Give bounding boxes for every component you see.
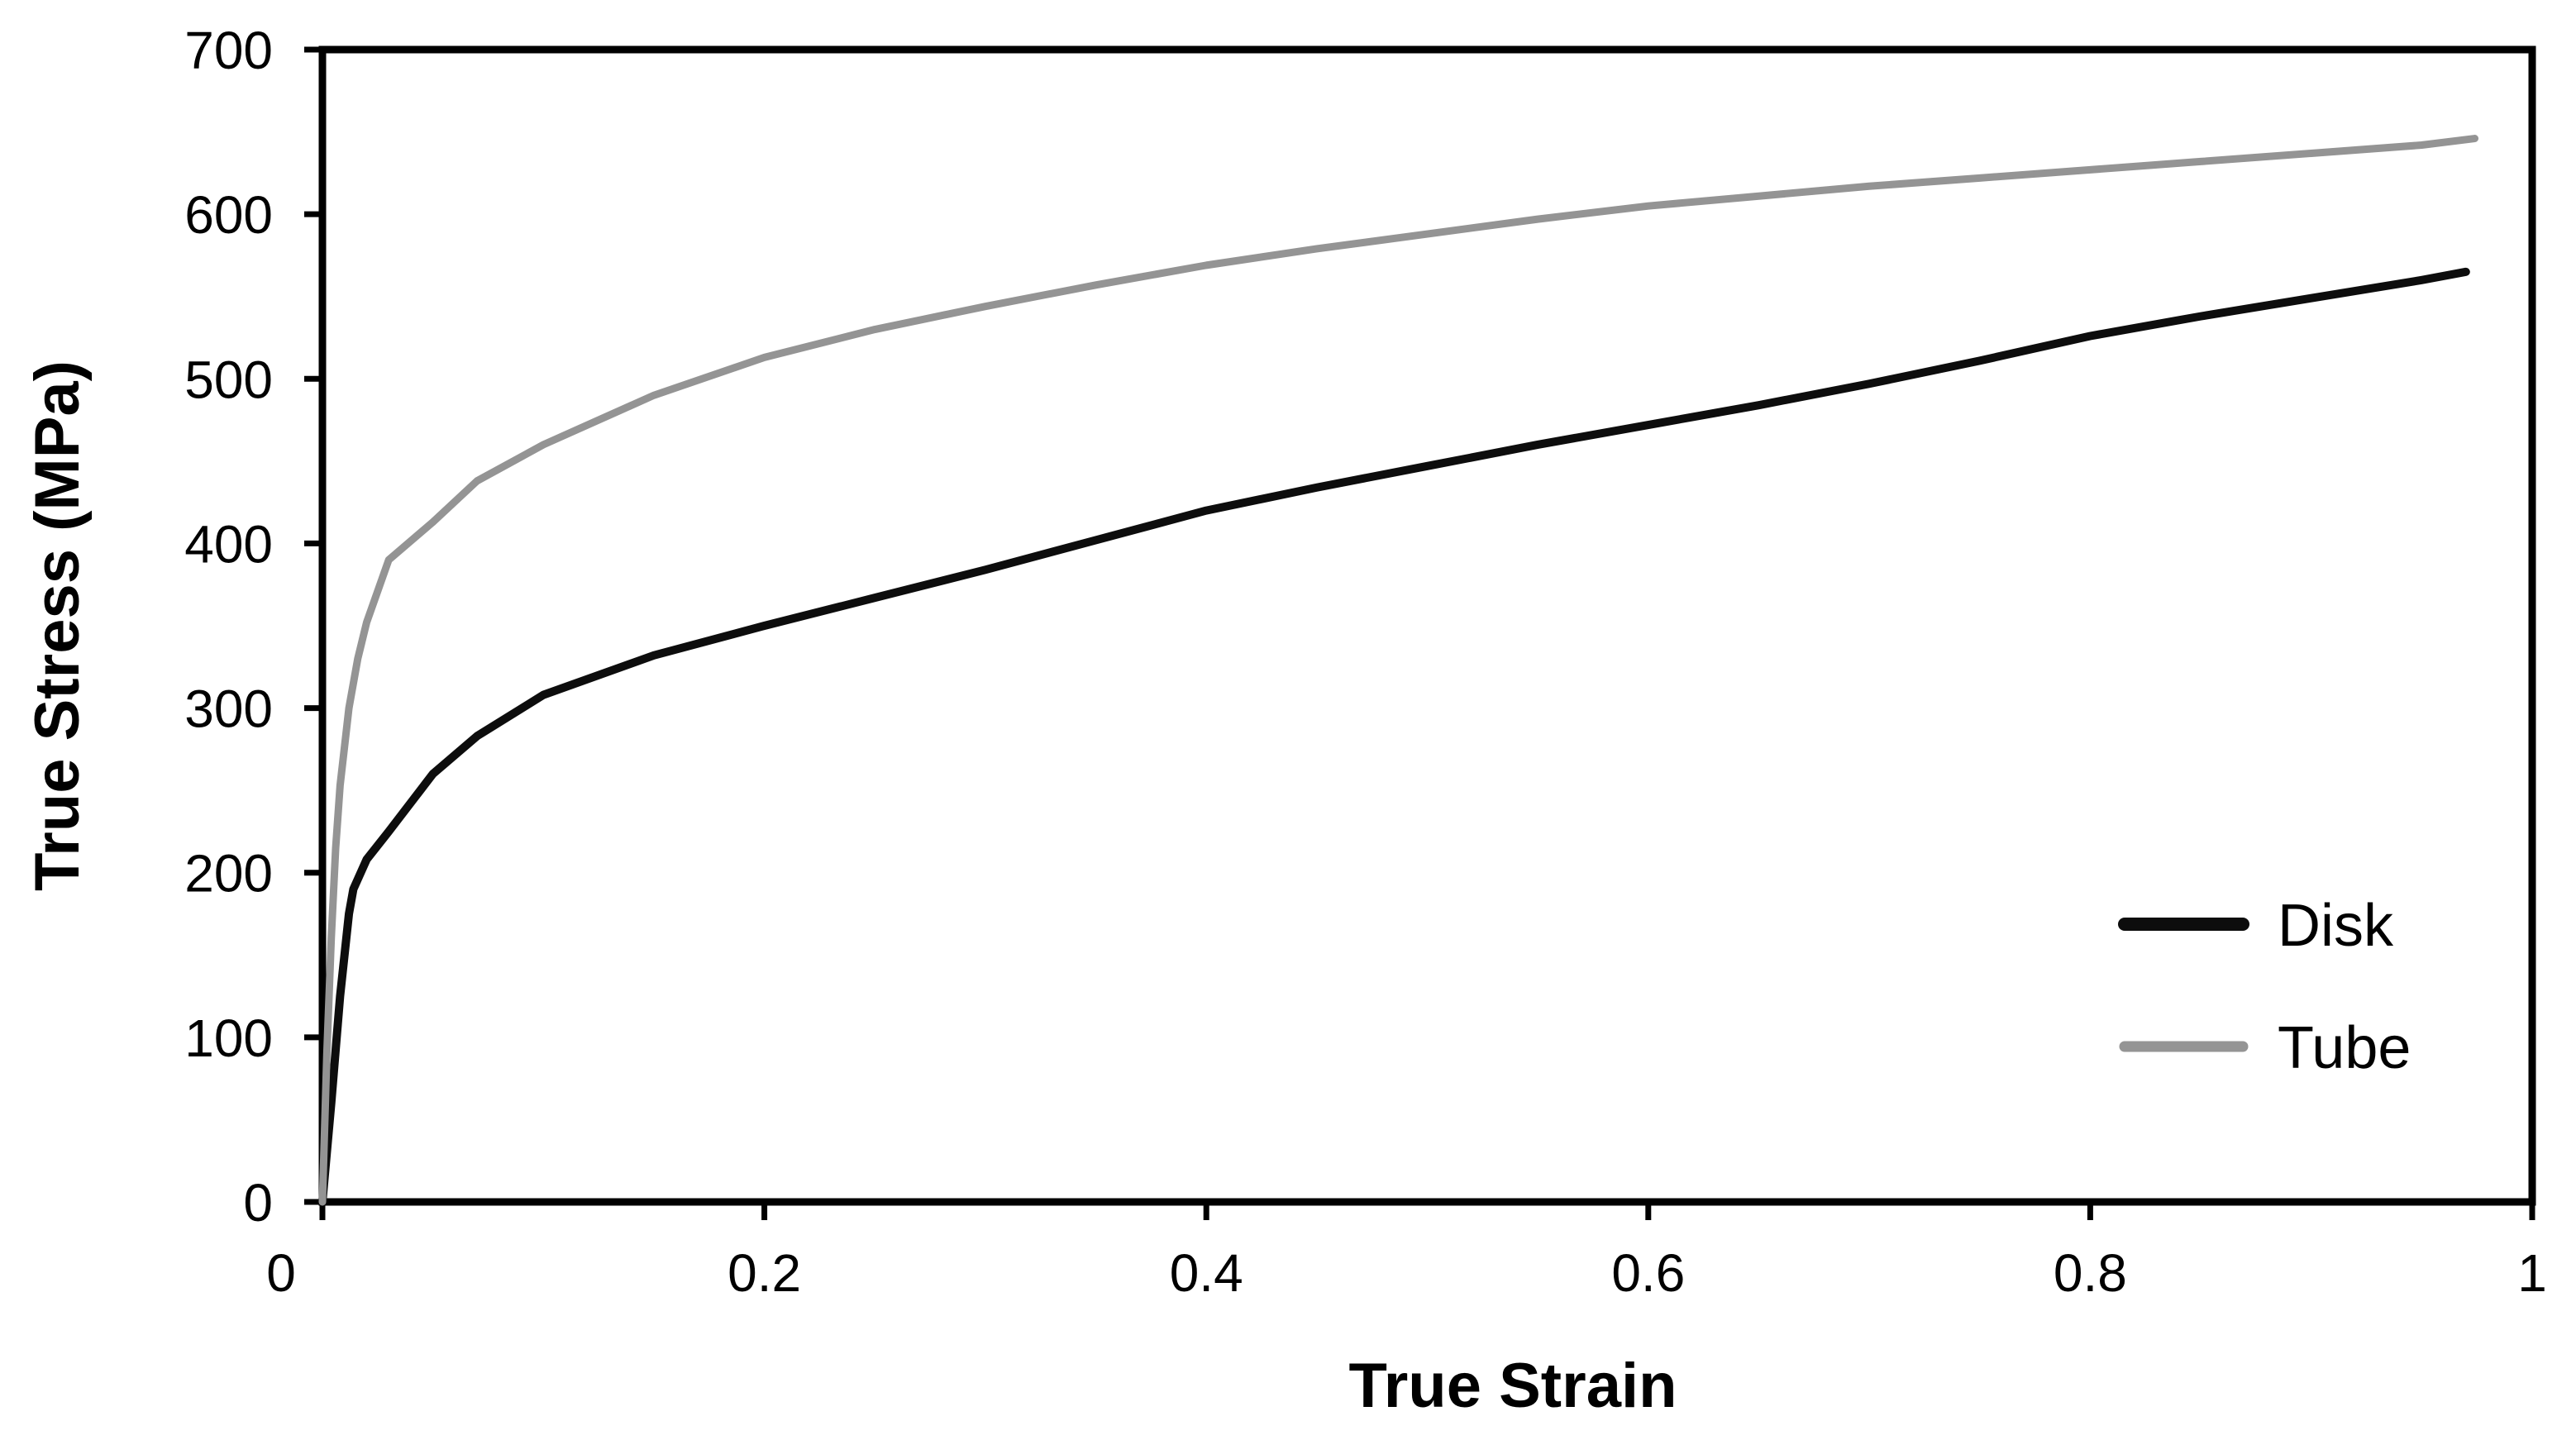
legend-label-tube: Tube [2278,1015,2411,1081]
x-tick-label: 0.8 [2054,1243,2127,1303]
y-tick-label: 700 [184,21,273,80]
y-axis-ticks: 0 100 200 300 400 500 600 700 [184,21,322,1233]
x-tick-label: 0.2 [727,1243,801,1303]
y-tick-label: 200 [184,844,273,904]
y-tick-label: 300 [184,679,273,739]
curve-disk [318,267,2470,1206]
legend: Disk Tube [2118,893,2411,1081]
y-tick-label: 600 [184,185,273,245]
x-axis-ticks: 0 0.2 0.4 0.6 0.8 1 [266,1202,2547,1303]
y-tick-label: 100 [184,1008,273,1068]
x-tick-label: 0.6 [1611,1243,1685,1303]
x-tick-label: 0.4 [1170,1243,1243,1303]
y-axis-title: True Stress (MPa) [22,360,93,891]
y-tick-label: 0 [243,1173,273,1233]
x-tick-label: 0 [266,1243,296,1303]
plot-border [318,45,2536,1206]
curve-tube [318,135,2479,1206]
x-tick-label: 1 [2517,1243,2547,1303]
y-tick-label: 500 [184,350,273,409]
series-lines [318,135,2479,1206]
x-axis-title: True Strain [1349,1351,1677,1421]
y-tick-label: 400 [184,514,273,574]
legend-label-disk: Disk [2278,893,2394,959]
